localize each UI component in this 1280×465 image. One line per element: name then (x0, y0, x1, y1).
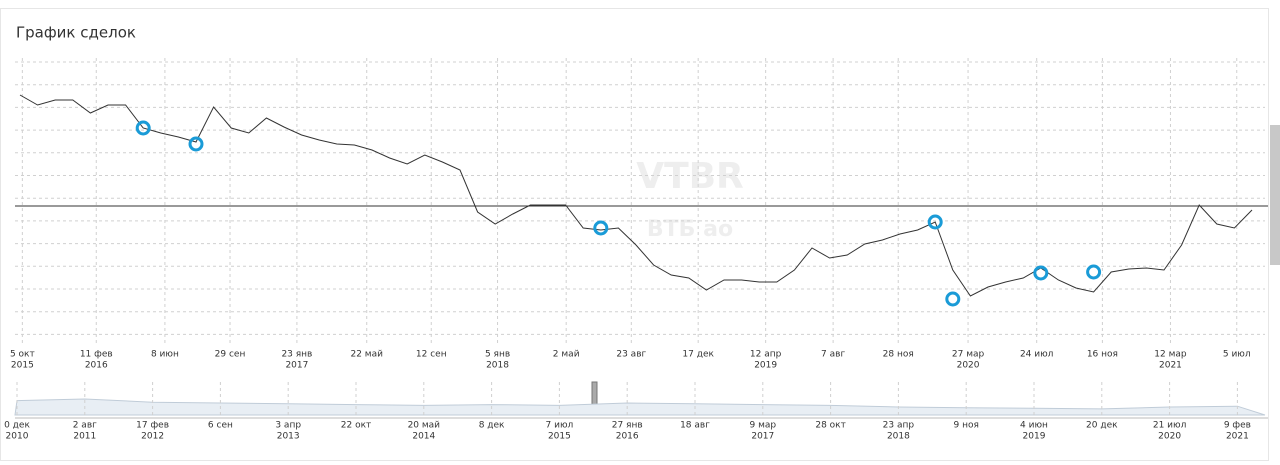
navigator-tick-year: 2010 (6, 432, 29, 442)
navigator-tick-label: 18 авг (680, 421, 710, 431)
navigator-tick-label: 8 дек (479, 421, 505, 431)
navigator-tick-year: 2014 (412, 432, 435, 442)
navigator-tick-year: 2018 (887, 432, 910, 442)
x-tick-label: 5 окт (10, 350, 35, 360)
navigator-tick-year: 2013 (277, 432, 300, 442)
x-tick-label: 12 мар (1154, 350, 1187, 360)
navigator-tick-label: 23 апр (883, 421, 915, 431)
navigator-handle[interactable] (591, 381, 598, 407)
navigator-tick-year: 2015 (548, 432, 571, 442)
card (0, 8, 1269, 461)
x-tick-label: 28 ноя (883, 350, 914, 360)
x-tick-year: 2018 (486, 361, 509, 371)
navigator-tick-label: 21 июл (1153, 421, 1187, 431)
navigator-tick-year: 2017 (751, 432, 774, 442)
x-tick-year: 2015 (11, 361, 34, 371)
x-tick-year: 2019 (754, 361, 777, 371)
x-tick-label: 2 май (553, 350, 580, 360)
navigator-tick-label: 17 фев (136, 421, 169, 431)
trade-marker (945, 291, 961, 307)
x-tick-label: 11 фев (80, 350, 113, 360)
scrollbar[interactable] (1270, 125, 1280, 265)
trade-marker (188, 136, 204, 152)
navigator-tick-year: 2016 (616, 432, 639, 442)
navigator-tick-label: 22 окт (341, 421, 372, 431)
watermark: VTBR (636, 156, 744, 197)
x-tick-year: 2020 (957, 361, 980, 371)
x-tick-label: 7 авг (821, 350, 845, 360)
x-tick-label: 12 апр (750, 350, 782, 360)
x-tick-label: 8 июн (151, 350, 179, 360)
navigator-tick-label: 27 янв (612, 421, 643, 431)
x-tick-label: 17 дек (682, 350, 714, 360)
x-tick-year: 2021 (1159, 361, 1182, 371)
navigator-tick-label: 0 дек (4, 421, 30, 431)
x-tick-label: 22 май (350, 350, 383, 360)
x-tick-label: 5 янв (485, 350, 510, 360)
trade-marker (593, 220, 609, 236)
x-tick-label: 12 сен (416, 350, 447, 360)
x-tick-label: 29 сен (215, 350, 246, 360)
navigator-tick-label: 9 мар (749, 421, 776, 431)
navigator-tick-label: 6 сен (208, 421, 233, 431)
x-tick-year: 2017 (285, 361, 308, 371)
x-tick-label: 16 ноя (1087, 350, 1118, 360)
navigator-tick-label: 9 фев (1224, 421, 1251, 431)
chart-title: График сделок (16, 24, 136, 42)
navigator-tick-year: 2019 (1023, 432, 1046, 442)
trade-marker (1033, 265, 1049, 281)
navigator-tick-label: 2 авг (73, 421, 97, 431)
x-tick-label: 24 июл (1020, 350, 1054, 360)
x-tick-label: 23 авг (616, 350, 646, 360)
x-tick-label: 23 янв (281, 350, 312, 360)
trade-marker (135, 120, 151, 136)
navigator-tick-label: 28 окт (815, 421, 846, 431)
navigator-tick-year: 2021 (1226, 432, 1249, 442)
navigator-tick-label: 20 дек (1086, 421, 1118, 431)
navigator-tick-label: 20 май (408, 421, 441, 431)
navigator-area (14, 398, 1266, 416)
x-tick-year: 2016 (85, 361, 108, 371)
navigator-tick-year: 2011 (73, 432, 96, 442)
trade-marker (1086, 264, 1102, 280)
x-tick-label: 27 мар (952, 350, 985, 360)
trade-marker (927, 214, 943, 230)
navigator-tick-label: 7 июл (546, 421, 574, 431)
navigator-tick-year: 2020 (1158, 432, 1181, 442)
x-tick-label: 5 июл (1223, 350, 1251, 360)
navigator-tick-label: 9 ноя (953, 421, 978, 431)
navigator-tick-year: 2012 (141, 432, 164, 442)
navigator-tick-label: 4 июн (1020, 421, 1048, 431)
navigator-tick-label: 3 апр (275, 421, 301, 431)
